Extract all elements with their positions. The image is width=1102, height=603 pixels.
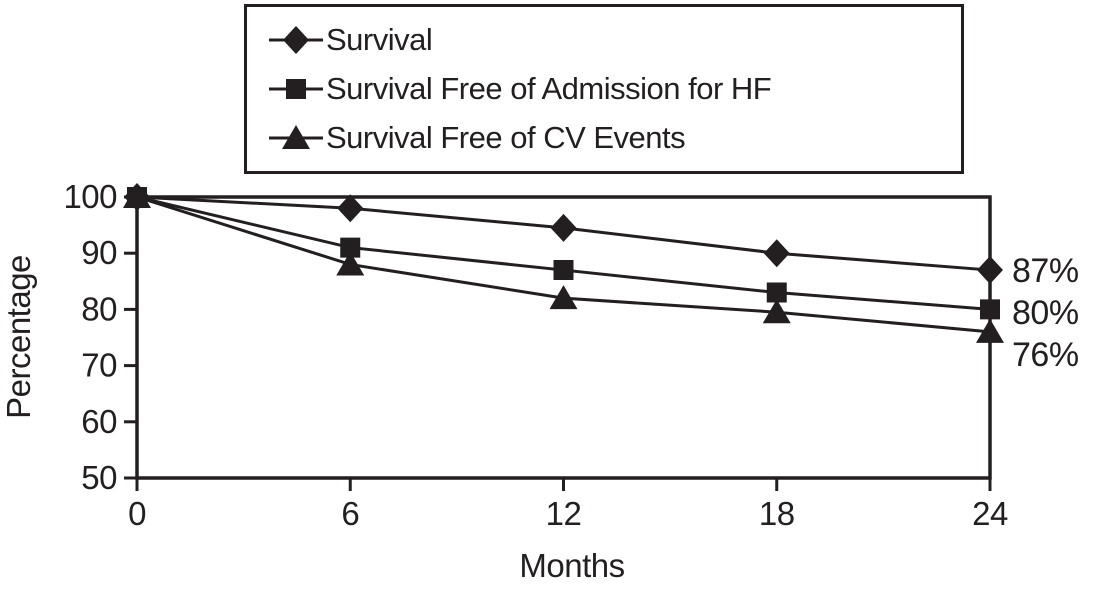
square-legend-marker-icon (269, 79, 323, 99)
y-axis-title: Percentage (0, 255, 37, 419)
square-marker-icon (766, 282, 787, 303)
triangle-marker-icon (123, 184, 151, 208)
legend-item-label: Survival Free of CV Events (326, 120, 686, 155)
legend-item-label: Survival Free of Admission for HF (326, 71, 772, 106)
y-tick-label: 80 (81, 290, 117, 327)
diamond-marker-icon (977, 256, 1003, 285)
x-tick-label: 18 (759, 495, 795, 532)
triangle-legend-marker-icon (269, 125, 323, 149)
triangle-marker-icon (976, 318, 1004, 343)
series-end-labels: 87% 80% 76% (1012, 252, 1079, 374)
x-tick-label: 6 (341, 495, 359, 532)
y-tick-label: 70 (81, 347, 117, 384)
legend-item: Survival Free of Admission for HF (269, 71, 953, 107)
legend-item: Survival Free of CV Events (269, 120, 953, 156)
triangle-marker-icon (549, 285, 578, 310)
square-marker-icon (340, 237, 361, 258)
diamond-marker-icon (337, 194, 364, 223)
y-tick-label: 100 (63, 178, 117, 215)
x-axis-title: Months (519, 547, 624, 584)
x-tick-label: 24 (972, 495, 1008, 532)
triangle-marker-icon (336, 251, 365, 276)
y-tick-label: 60 (81, 403, 117, 440)
square-marker-icon (980, 299, 1000, 320)
diamond-legend-marker-icon (269, 26, 323, 54)
legend-item-label: Survival (326, 22, 433, 57)
y-tick-label: 90 (81, 234, 117, 271)
data-series (123, 183, 1004, 343)
y-tick-label: 50 (81, 459, 117, 496)
series-end-label: 87% (1012, 252, 1079, 290)
legend-item: Survival (269, 22, 953, 58)
diamond-marker-icon (550, 213, 577, 242)
series-end-label: 80% (1012, 294, 1079, 332)
triangle-marker-icon (762, 299, 791, 324)
x-tick-label: 12 (546, 495, 582, 532)
legend: Survival Survival Free of Admission for H… (244, 4, 964, 174)
axis-ticks (124, 195, 992, 491)
axis-tick-labels: 100 90 80 70 60 50 0 6 12 18 24 (63, 178, 1008, 532)
x-tick-label: 0 (128, 495, 146, 532)
series-end-label: 76% (1012, 336, 1079, 374)
diamond-marker-icon (763, 239, 790, 268)
square-marker-icon (553, 260, 574, 281)
